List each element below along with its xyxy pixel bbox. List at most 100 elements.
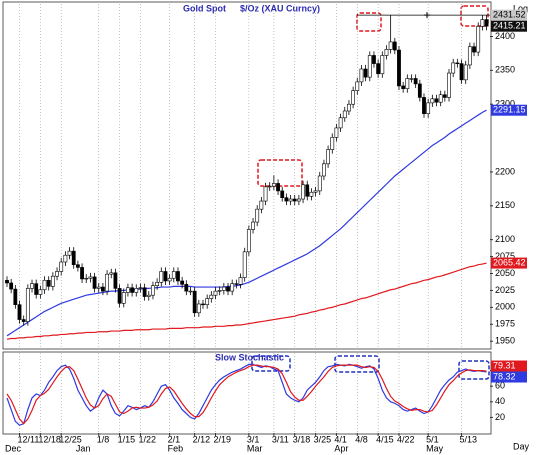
x-tick-label: 3/25 (314, 434, 332, 444)
y-tick-label: 2025 (495, 285, 515, 295)
candle-body (217, 290, 222, 292)
candle-body (55, 271, 59, 277)
candle-body (238, 277, 243, 285)
reference-value-box (491, 9, 527, 21)
candle-body (459, 63, 464, 81)
x-tick-label: 4/22 (397, 434, 415, 444)
y-tick-label: 2350 (495, 65, 515, 75)
candle-body (472, 46, 476, 53)
candle-body (338, 117, 343, 129)
candle-body (484, 19, 489, 27)
candle-body (213, 290, 218, 296)
candle-body (296, 198, 301, 202)
candle-body (142, 287, 147, 297)
y-tick-label: 20 (495, 412, 505, 422)
candle-body (463, 64, 468, 81)
candle-body (267, 185, 272, 188)
x-tick-label: 2/12 (193, 434, 211, 444)
candle-body (209, 294, 214, 299)
candle-body (259, 200, 264, 210)
candle-body (313, 190, 318, 193)
candle-body (317, 175, 322, 192)
candle-body (105, 273, 109, 292)
candle-body (363, 68, 368, 78)
candle-body (205, 298, 210, 305)
candle-body (180, 280, 185, 285)
candle-body (13, 288, 18, 305)
candle-body (176, 271, 180, 282)
candle-body (271, 183, 276, 187)
y-tick-label: 60 (495, 381, 505, 391)
candle-body (405, 78, 410, 89)
price-panel-frame (2, 1, 492, 350)
candle-body (80, 267, 84, 280)
candle-body (401, 85, 406, 89)
series-last-label-box (491, 257, 527, 269)
line-series (6, 109, 487, 337)
candle-body (151, 285, 155, 296)
highlight-box (251, 355, 291, 372)
candle-body (21, 319, 26, 322)
candle-body (326, 149, 330, 165)
candle-body (146, 294, 151, 297)
candle-body (376, 63, 381, 75)
candle-body (442, 94, 447, 98)
candle-body (221, 286, 226, 291)
month-label: Apr (334, 443, 348, 453)
candle-body (292, 198, 297, 202)
x-tick-label: 3/11 (272, 434, 289, 444)
candle-body (284, 197, 289, 202)
y-tick-label: 1975 (495, 319, 515, 329)
candle-body (417, 83, 422, 98)
candle-body (397, 49, 401, 87)
candle-body (438, 94, 443, 103)
scale-label: Log (513, 3, 528, 13)
candle-body (301, 184, 305, 200)
highlight-box (458, 360, 490, 380)
candle-body (30, 283, 34, 289)
candle-body (121, 292, 126, 304)
last-close-label: 2415.21 (493, 21, 526, 31)
month-label: Mar (247, 443, 263, 453)
month-label: Feb (168, 443, 184, 453)
candle-body (413, 78, 418, 85)
candle-body (109, 272, 114, 275)
candle-body (167, 277, 172, 282)
y-tick-label: 2400 (495, 31, 515, 41)
candle-body (351, 90, 356, 105)
indicator-title: Slow Stochastic (215, 352, 284, 362)
series-last-label: 2291.15 (493, 105, 526, 115)
candle-body (230, 283, 235, 292)
candle-body (388, 41, 393, 50)
indicator-last-label: 79.31 (493, 360, 516, 370)
candle-body (234, 283, 239, 285)
y-tick-label: 2075 (495, 251, 515, 261)
candle-body (196, 303, 201, 314)
x-tick-label: 4/1 (334, 434, 347, 444)
x-tick-label: 4/15 (376, 434, 394, 444)
candle-body (226, 286, 230, 292)
reference-value: 2431.52 (493, 10, 526, 20)
candle-body (359, 68, 364, 83)
highlight-box (460, 5, 489, 27)
candle-body (17, 304, 22, 320)
candle-body (88, 276, 93, 279)
candle-body (322, 163, 326, 177)
candle-body (184, 284, 189, 292)
candle-body (138, 287, 143, 289)
candle-body (75, 264, 80, 268)
candle-body (276, 183, 280, 192)
candle-body (96, 286, 101, 289)
candle-body (42, 279, 47, 291)
candle-body (63, 254, 68, 263)
x-tick-label: 1/22 (138, 434, 156, 444)
candle-body (426, 102, 431, 115)
candle-body (409, 78, 414, 80)
candle-body (380, 55, 385, 75)
x-tick-label: 4/8 (355, 434, 368, 444)
y-tick-label: 2000 (495, 302, 515, 312)
candle-body (126, 287, 130, 293)
y-tick-label: 2100 (495, 234, 515, 244)
candle-body (392, 41, 397, 51)
